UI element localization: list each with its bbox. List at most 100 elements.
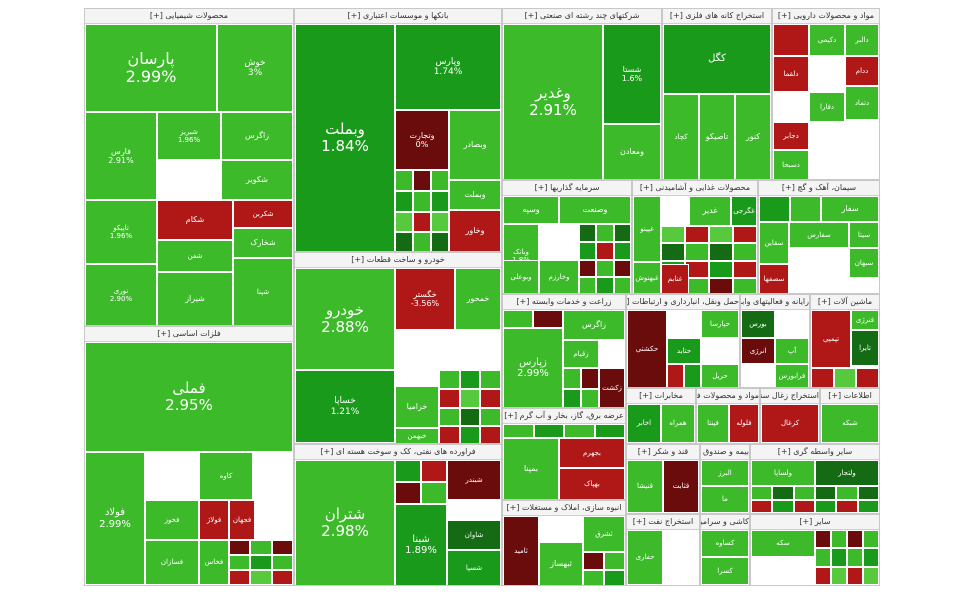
minor-stock-tile[interactable] xyxy=(503,310,533,328)
stock-tile[interactable]: ثامید xyxy=(503,516,539,585)
minor-stock-tile[interactable] xyxy=(863,566,879,585)
minor-stock-tile[interactable] xyxy=(596,277,614,293)
sector-header[interactable]: سایر [+] xyxy=(751,515,879,530)
stock-tile[interactable]: قنیشا xyxy=(627,460,663,513)
stock-tile[interactable]: خودرو 2.88% xyxy=(295,268,395,370)
minor-stock-tile[interactable] xyxy=(772,486,794,500)
minor-stock-tile[interactable] xyxy=(395,190,413,212)
stock-tile[interactable]: شیراز xyxy=(157,272,233,325)
minor-stock-tile[interactable] xyxy=(431,190,449,212)
stock-tile[interactable]: تاصیکو xyxy=(699,94,735,179)
minor-stock-tile[interactable] xyxy=(733,260,757,278)
sector-header[interactable]: زراعت و خدمات وابسته [+] xyxy=(503,295,625,310)
minor-stock-tile[interactable] xyxy=(863,548,879,567)
stock-tile[interactable]: قثابت xyxy=(663,460,699,513)
stock-tile[interactable]: وخارزم xyxy=(539,260,579,293)
minor-stock-tile[interactable] xyxy=(439,388,460,408)
minor-stock-tile[interactable] xyxy=(459,388,481,408)
stock-tile[interactable]: شکویر xyxy=(221,160,293,200)
stock-tile[interactable]: وخاور xyxy=(449,210,501,251)
minor-stock-tile[interactable] xyxy=(579,259,597,278)
sector-header[interactable]: حمل ونقل، انبارداری و ارتباطات [+] xyxy=(627,295,739,310)
minor-stock-tile[interactable] xyxy=(596,241,614,260)
sector-header[interactable]: خودرو و ساخت قطعات [+] xyxy=(295,253,501,268)
minor-stock-tile[interactable] xyxy=(856,368,879,387)
stock-tile[interactable]: ومعادن xyxy=(603,124,661,179)
stock-tile[interactable]: سصفها xyxy=(759,264,789,293)
minor-stock-tile[interactable] xyxy=(563,388,581,407)
sector-header[interactable]: فلزات اساسی [+] xyxy=(85,327,293,342)
stock-tile[interactable]: کزغال xyxy=(761,404,819,443)
minor-stock-tile[interactable] xyxy=(581,388,599,407)
sector-header[interactable]: استخراج نفت [+] xyxy=(627,515,699,530)
minor-stock-tile[interactable] xyxy=(709,243,733,261)
stock-tile[interactable]: کسرا xyxy=(701,557,749,585)
minor-stock-tile[interactable] xyxy=(790,196,821,222)
minor-stock-tile[interactable] xyxy=(733,277,757,293)
minor-stock-tile[interactable] xyxy=(431,232,449,251)
minor-stock-tile[interactable] xyxy=(271,555,293,570)
minor-stock-tile[interactable] xyxy=(604,552,625,570)
minor-stock-tile[interactable] xyxy=(229,540,251,555)
stock-tile[interactable]: غگرجی xyxy=(731,196,757,226)
minor-stock-tile[interactable] xyxy=(793,499,815,513)
minor-stock-tile[interactable] xyxy=(431,211,449,233)
stock-tile[interactable]: وتجارت 0% xyxy=(395,110,449,170)
stock-tile[interactable]: شستا 1.6% xyxy=(603,24,661,124)
stock-tile[interactable]: فولاژ xyxy=(199,500,229,540)
stock-tile[interactable]: شپنا xyxy=(233,258,293,325)
minor-stock-tile[interactable] xyxy=(831,566,847,585)
stock-tile[interactable]: شاوان xyxy=(447,520,501,550)
minor-stock-tile[interactable] xyxy=(661,243,685,261)
stock-tile[interactable]: سبهان xyxy=(849,248,879,278)
minor-stock-tile[interactable] xyxy=(583,552,604,570)
minor-stock-tile[interactable] xyxy=(395,460,421,482)
stock-tile[interactable]: فخوز xyxy=(145,500,199,540)
sector-header[interactable]: مواد و محصولات فلزی [+] xyxy=(697,389,759,404)
stock-tile[interactable]: غپینو xyxy=(633,196,661,262)
stock-tile[interactable]: بجهرم xyxy=(559,438,625,468)
stock-tile[interactable]: حفاری xyxy=(627,530,663,585)
minor-stock-tile[interactable] xyxy=(395,482,421,504)
sector-header[interactable]: محصولات غذایی و آشامیدنی [+] xyxy=(633,181,757,196)
minor-stock-tile[interactable] xyxy=(271,570,293,585)
stock-tile[interactable]: شکام xyxy=(157,200,233,240)
sector-header[interactable]: بیمه و صندوق [+] xyxy=(701,445,749,460)
minor-stock-tile[interactable] xyxy=(733,226,757,244)
minor-stock-tile[interactable] xyxy=(815,530,831,549)
minor-stock-tile[interactable] xyxy=(229,555,251,570)
stock-tile[interactable]: ولساپا xyxy=(751,460,815,486)
stock-tile[interactable]: ددام xyxy=(845,56,879,86)
stock-tile[interactable]: ما xyxy=(701,486,749,513)
minor-stock-tile[interactable] xyxy=(857,486,879,500)
minor-stock-tile[interactable] xyxy=(480,407,501,427)
minor-stock-tile[interactable] xyxy=(564,424,595,438)
stock-tile[interactable]: وپارس 1.74% xyxy=(395,24,501,110)
stock-tile[interactable]: خمحور xyxy=(455,268,501,330)
minor-stock-tile[interactable] xyxy=(613,224,631,242)
stock-tile[interactable]: شکربن xyxy=(233,200,293,228)
minor-stock-tile[interactable] xyxy=(395,232,413,251)
minor-stock-tile[interactable] xyxy=(759,196,790,222)
stock-tile[interactable]: کنور xyxy=(735,94,771,179)
minor-stock-tile[interactable] xyxy=(395,211,413,233)
stock-tile[interactable]: سکه xyxy=(751,530,815,557)
stock-tile[interactable]: دالبر xyxy=(845,24,879,56)
minor-stock-tile[interactable] xyxy=(413,170,431,191)
stock-tile[interactable]: شسپا xyxy=(447,550,501,585)
stock-tile[interactable]: شبکه xyxy=(821,404,879,443)
minor-stock-tile[interactable] xyxy=(684,364,701,387)
minor-stock-tile[interactable] xyxy=(250,555,272,570)
stock-tile[interactable]: پارسان 2.99% xyxy=(85,24,217,112)
stock-tile[interactable]: فرابورس xyxy=(775,364,809,387)
minor-stock-tile[interactable] xyxy=(503,424,534,438)
minor-stock-tile[interactable] xyxy=(583,569,604,585)
minor-stock-tile[interactable] xyxy=(831,548,847,567)
stock-tile[interactable]: بهپاک xyxy=(559,468,625,499)
minor-stock-tile[interactable] xyxy=(863,530,879,549)
stock-tile[interactable]: کچاد xyxy=(663,94,699,179)
minor-stock-tile[interactable] xyxy=(563,368,581,389)
minor-stock-tile[interactable] xyxy=(836,486,858,500)
sector-header[interactable]: بانکها و موسسات اعتباری [+] xyxy=(295,9,501,24)
minor-stock-tile[interactable] xyxy=(271,540,293,555)
